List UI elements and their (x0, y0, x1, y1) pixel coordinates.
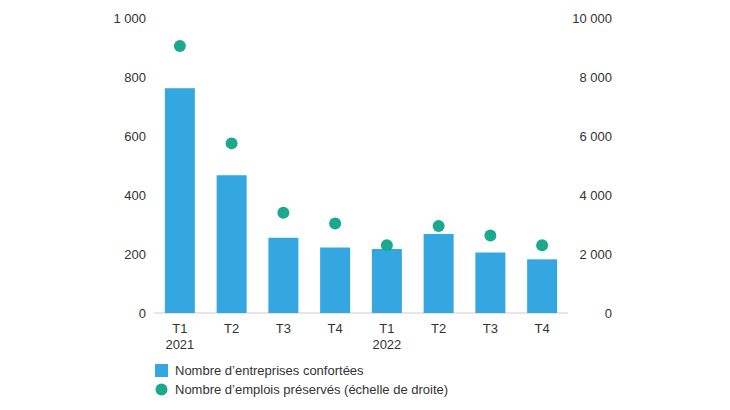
x-tick-label: T2 (431, 321, 446, 336)
legend-swatch (156, 384, 168, 396)
bar (165, 88, 195, 313)
baseline (154, 313, 568, 314)
x-tick-label: T12022 (372, 321, 401, 352)
chart-svg: 0 200 400 600 800 1 000 0 2 000 4 000 6 000 8 000 1… (0, 0, 730, 410)
y-tick-label: 1 000 (113, 11, 146, 26)
legend-swatch (155, 364, 168, 377)
bar (217, 175, 247, 313)
y-tick-label: 800 (124, 70, 146, 85)
bar (527, 259, 557, 313)
y-tick-label: 600 (124, 129, 146, 144)
y-tick-label: 400 (124, 188, 146, 203)
point (277, 207, 289, 219)
chart-container: 0 200 400 600 800 1 000 0 2 000 4 000 6 000 8 000 1… (0, 0, 730, 410)
legend-label: Nombre d’entreprises confortées (175, 363, 364, 378)
x-tick-label: T4 (328, 321, 343, 336)
plot-marks (165, 40, 557, 313)
y2-tick-label: 10 000 (572, 11, 612, 26)
bar (268, 238, 298, 313)
point (381, 239, 393, 251)
bar (372, 249, 402, 313)
point (329, 218, 341, 230)
point (226, 137, 238, 149)
bar (475, 253, 505, 313)
x-tick-label: T3 (483, 321, 498, 336)
point (536, 239, 548, 251)
legend-label: Nombre d’emplois préservés (échelle de d… (175, 382, 448, 397)
y2-tick-label: 2 000 (579, 247, 612, 262)
bar (320, 248, 350, 313)
x-tick-label: T4 (535, 321, 550, 336)
y2-tick-label: 8 000 (579, 70, 612, 85)
bar (424, 234, 454, 313)
x-tick-label: T12021 (165, 321, 194, 352)
point (484, 229, 496, 241)
point (433, 220, 445, 232)
y2-tick-label: 4 000 (579, 188, 612, 203)
point (174, 40, 186, 52)
x-tick-label: T2 (224, 321, 239, 336)
x-tick-label: T3 (276, 321, 291, 336)
y-tick-label: 200 (124, 247, 146, 262)
y2-tick-label: 6 000 (579, 129, 612, 144)
y2-tick-label: 0 (605, 306, 612, 321)
y-tick-label: 0 (139, 306, 146, 321)
